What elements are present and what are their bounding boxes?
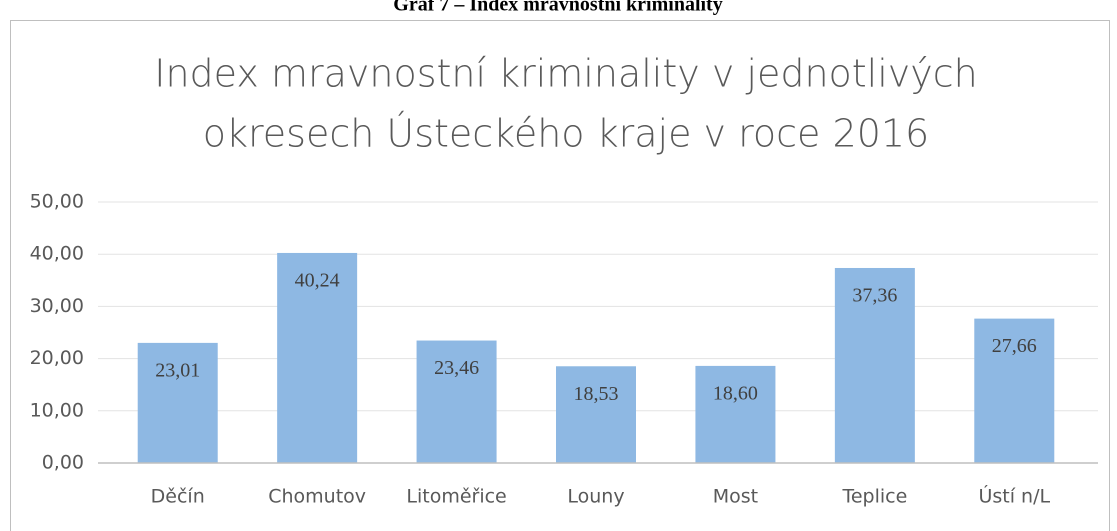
data-label: 23,46 (434, 357, 479, 379)
bar (277, 252, 358, 463)
data-label: 18,53 (574, 383, 619, 405)
chart-frame (10, 20, 1110, 531)
caption: Graf 7 – Index mravnostní kriminality (393, 0, 722, 16)
bar (834, 267, 915, 463)
y-tick-label: 50,00 (30, 191, 84, 213)
y-tick-label: 30,00 (30, 295, 84, 317)
bar (416, 340, 497, 463)
x-tick-label: Chomutov (268, 486, 366, 508)
data-label: 40,24 (295, 270, 340, 292)
chart-title: okresech Ústeckého kraje v roce 2016 (203, 112, 929, 156)
bar (137, 342, 218, 463)
x-tick-label: Děčín (151, 486, 205, 508)
x-tick-label: Most (713, 486, 758, 508)
data-label: 27,66 (992, 335, 1037, 357)
x-tick-label: Louny (567, 486, 624, 508)
bar (556, 366, 636, 463)
x-tick-label: Teplice (841, 486, 907, 508)
y-tick-label: 40,00 (30, 243, 84, 265)
bar (974, 318, 1055, 463)
data-label: 37,36 (852, 285, 897, 307)
y-tick-label: 20,00 (30, 347, 84, 369)
data-label: 18,60 (713, 383, 758, 405)
x-tick-label: Ústí n/L (978, 484, 1050, 508)
bar (695, 365, 776, 463)
y-tick-label: 10,00 (30, 399, 84, 421)
x-tick-label: Litoměřice (406, 486, 506, 508)
chart-title: Index mravnostní kriminality v jednotliv… (154, 52, 978, 96)
y-tick-label: 0,00 (42, 452, 84, 474)
data-label: 23,01 (155, 359, 200, 381)
